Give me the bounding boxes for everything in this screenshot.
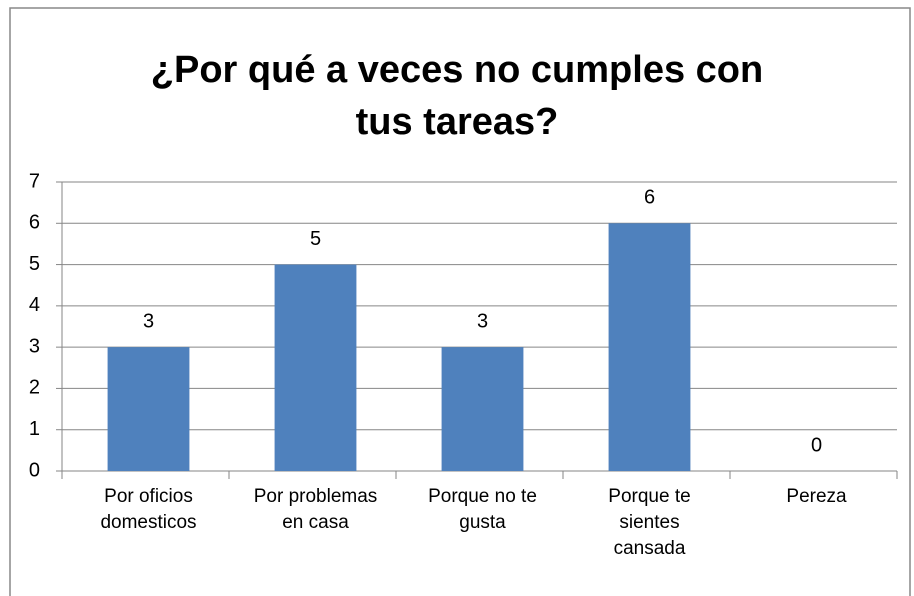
x-tick-label: Porque te sientes cansada xyxy=(608,486,691,559)
data-label: 6 xyxy=(644,187,655,209)
y-tick-label: 2 xyxy=(29,377,40,399)
chart-title: ¿Por qué a veces no cumples con tus tare… xyxy=(150,49,764,143)
y-tick-label: 5 xyxy=(29,253,40,275)
data-label: 3 xyxy=(143,310,154,332)
x-tick-label: Porque no te gusta xyxy=(428,486,537,533)
data-label: 5 xyxy=(310,228,321,250)
bar xyxy=(608,223,691,471)
y-tick-label: 0 xyxy=(29,459,40,481)
x-tick-label: Pereza xyxy=(786,486,847,507)
data-label: 3 xyxy=(477,310,488,332)
y-tick-label: 1 xyxy=(29,418,40,440)
chart-border xyxy=(9,7,911,596)
x-tick-label: Por problemas en casa xyxy=(253,486,378,533)
y-tick-label: 4 xyxy=(29,294,40,316)
bar xyxy=(107,347,190,471)
y-tick-label: 6 xyxy=(29,212,40,234)
x-tick-label: Por oficios domesticos xyxy=(100,486,197,533)
bar xyxy=(441,347,524,471)
data-label: 0 xyxy=(811,434,822,456)
y-tick-label: 3 xyxy=(29,335,40,357)
bar xyxy=(274,264,357,471)
y-tick-label: 7 xyxy=(29,170,40,192)
